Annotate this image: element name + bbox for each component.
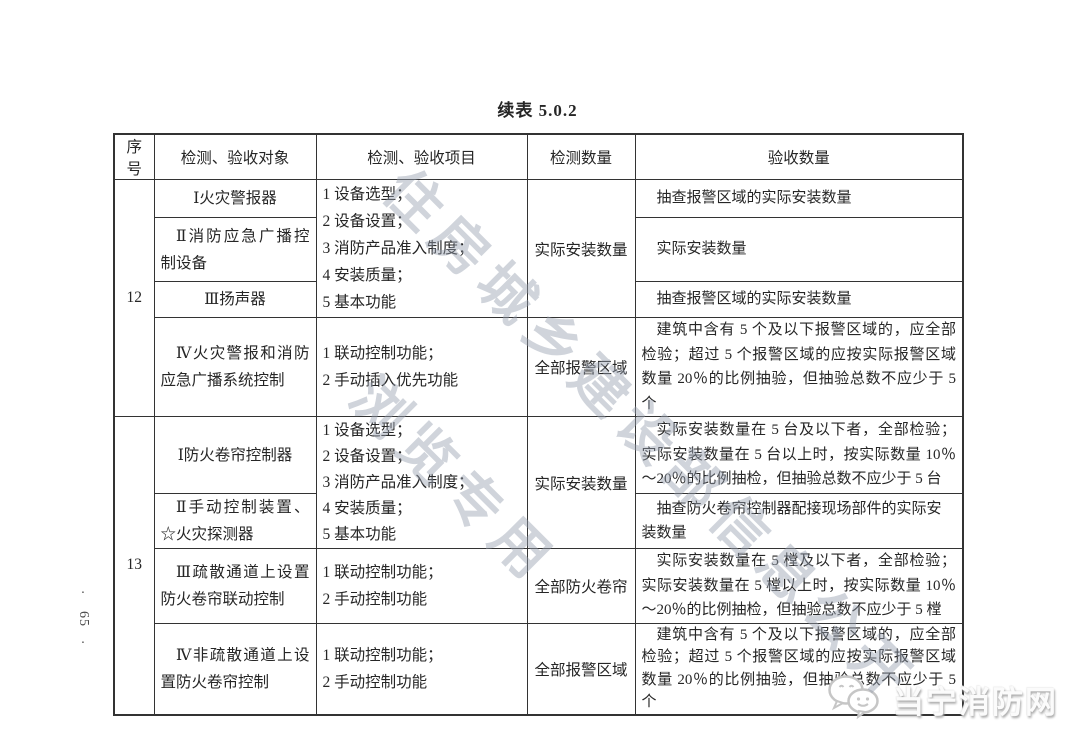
page-number-dot: · [80,636,86,651]
accept-qty-cell: 抽查报警区域的实际安装数量 [634,179,964,218]
items-cell: 1 联动控制功能； 2 手动控制功能 [315,548,528,624]
object-cell: Ⅰ防火卷帘控制器 [153,416,317,494]
test-qty-cell: 实际安装数量 [526,416,636,549]
table-row: Ⅲ扬声器 抽查报警区域的实际安装数量 [114,281,964,318]
page-title: 续表 5.0.2 [497,101,578,120]
object-cell: Ⅲ疏散通道上设置防火卷帘联动控制 [153,548,317,624]
object-cell: Ⅱ消防应急广播控制设备 [153,217,317,282]
header-test-qty: 检测数量 [526,133,636,180]
inspection-acceptance-table: 序号 检测、验收对象 检测、验收项目 检测数量 验收数量 12 Ⅰ火灾警报器 1… [113,133,964,716]
items-cell: 1 联动控制功能； 2 手动插入优先功能 [315,317,528,417]
accept-qty-cell: 实际安装数量 [634,217,964,282]
test-qty-cell: 全部报警区域 [526,622,636,715]
table-row: 12 Ⅰ火灾警报器 1 设备选型； 2 设备设置； 3 消防产品准入制度； 4 … [113,179,964,417]
object-cell: Ⅰ火灾警报器 [153,179,317,218]
side-page-number: · 65 · [72,586,94,652]
brand-name: 当宁消防网 [893,685,1058,720]
object-cell: Ⅱ手动控制装置、☆火灾探测器 [153,493,317,549]
table-header-row: 序号 检测、验收对象 检测、验收项目 检测数量 验收数量 [113,133,964,180]
accept-qty-cell: 实际安装数量在 5 台及以下者，全部检验；实际安装数量在 5 台以上时，按实际数… [634,416,964,494]
object-cell: Ⅲ扬声器 [153,281,317,318]
test-qty-cell: 全部防火卷帘 [526,548,636,624]
table-row: Ⅱ消防应急广播控制设备 实际安装数量 [114,217,964,282]
header-accept-qty: 验收数量 [634,133,964,180]
items-cell: 1 设备选型； 2 设备设置； 3 消防产品准入制度； 4 安装质量； 5 基本… [315,179,528,318]
object-cell: Ⅳ火灾警报和消防应急广播系统控制 [153,317,317,417]
table-row: Ⅱ手动控制装置、☆火灾探测器 抽查防火卷帘控制器配接现场部件的实际安装数量 [114,493,964,549]
accept-qty-cell: 建筑中含有 5 个及以下报警区域的，应全部检验；超过 5 个报警区域的应按实际报… [634,622,964,715]
table-row: Ⅳ火灾警报和消防应急广播系统控制 1 联动控制功能； 2 手动插入优先功能 全部… [114,317,964,417]
table-row: 13 Ⅰ防火卷帘控制器 1 设备选型； 2 设备设置； 3 消防产品准入制度； … [113,416,964,715]
accept-qty-cell: 抽查报警区域的实际安装数量 [634,281,964,318]
table-row: Ⅳ非疏散通道上设置防火卷帘控制 1 联动控制功能； 2 手动控制功能 全部报警区… [114,622,964,715]
object-cell: Ⅳ非疏散通道上设置防火卷帘控制 [153,622,317,715]
test-qty-cell: 实际安装数量 [526,179,636,318]
header-object: 检测、验收对象 [153,133,317,180]
accept-qty-cell: 抽查防火卷帘控制器配接现场部件的实际安装数量 [634,493,964,549]
items-cell: 1 设备选型； 2 设备设置； 3 消防产品准入制度； 4 安装质量； 5 基本… [315,416,528,549]
page-number-value: 65 [76,611,91,627]
serial-cell-13: 13 [113,416,155,715]
items-cell: 1 联动控制功能； 2 手动控制功能 [315,622,528,715]
brand-logo: 当宁消防网 [825,673,1058,726]
chat-bubbles-icon [825,673,885,726]
serial-cell-12: 12 [113,179,155,417]
table-row: Ⅲ疏散通道上设置防火卷帘联动控制 1 联动控制功能； 2 手动控制功能 全部防火… [114,548,964,624]
accept-qty-cell: 建筑中含有 5 个及以下报警区域的，应全部检验；超过 5 个报警区域的应按实际报… [634,317,964,417]
header-items: 检测、验收项目 [315,133,528,180]
test-qty-cell: 全部报警区域 [526,317,636,417]
page-number-dot: · [80,586,86,601]
header-serial: 序号 [113,133,155,180]
accept-qty-cell: 实际安装数量在 5 樘及以下者，全部检验；实际安装数量在 5 樘以上时，按实际数… [634,548,964,624]
